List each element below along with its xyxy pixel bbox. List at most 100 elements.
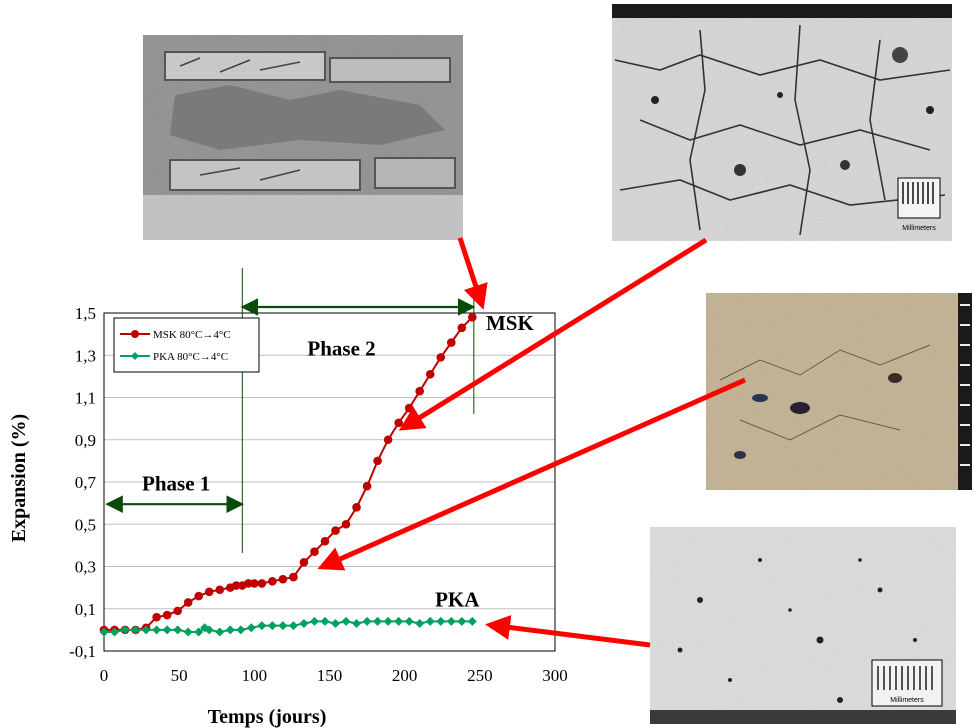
data-point bbox=[141, 625, 151, 635]
pointer-arrow bbox=[398, 237, 708, 431]
data-point bbox=[215, 627, 225, 637]
pointer-arrow bbox=[317, 377, 747, 571]
photo-msk-specimen bbox=[143, 35, 463, 240]
data-point bbox=[404, 616, 414, 626]
data-point bbox=[383, 616, 393, 626]
y-tick-label: 0,9 bbox=[75, 431, 96, 450]
data-point bbox=[373, 456, 382, 466]
data-point bbox=[215, 585, 225, 595]
data-point bbox=[173, 606, 182, 616]
data-point bbox=[278, 574, 288, 584]
pointer-arrow bbox=[457, 237, 488, 310]
data-point bbox=[257, 621, 267, 631]
data-point bbox=[331, 619, 341, 629]
data-point bbox=[299, 557, 309, 567]
data-point bbox=[436, 353, 446, 362]
data-point bbox=[99, 627, 109, 637]
data-point bbox=[289, 572, 298, 582]
data-point bbox=[309, 616, 319, 626]
data-point bbox=[394, 418, 403, 428]
annotations: Phase 1 Phase 2 MSK PKA bbox=[105, 298, 535, 612]
data-point bbox=[362, 481, 372, 491]
data-point bbox=[231, 581, 241, 590]
data-point bbox=[162, 625, 172, 635]
data-point bbox=[110, 627, 120, 637]
x-tick-label: 150 bbox=[317, 666, 343, 685]
data-point bbox=[415, 386, 425, 396]
y-tick-label: 1,3 bbox=[75, 346, 96, 365]
data-point bbox=[173, 625, 183, 635]
data-point bbox=[244, 579, 253, 588]
photo-pka-section: Millimeters bbox=[650, 527, 956, 724]
photo-msk-cracked-section: Millimeters bbox=[612, 4, 952, 241]
scale-text: Millimeters bbox=[890, 697, 924, 704]
data-point bbox=[225, 625, 235, 635]
x-tick-label: 300 bbox=[542, 666, 568, 685]
legend-label: MSK 80°C→4°C bbox=[153, 329, 231, 341]
y-tick-label: 0,7 bbox=[75, 473, 97, 492]
x-tick-label: 100 bbox=[242, 666, 268, 685]
data-point bbox=[457, 323, 467, 333]
legend-marker bbox=[131, 330, 139, 338]
data-point bbox=[425, 616, 435, 626]
scale-text: Millimeters bbox=[902, 225, 936, 232]
data-point bbox=[352, 503, 361, 512]
data-point bbox=[288, 621, 298, 631]
phase-1-label: Phase 1 bbox=[142, 471, 210, 495]
expansion-chart: 0 50 100 150 200 250 300 -0,1 0,1 0,3 0,5 0,7 0,9 1,… bbox=[8, 268, 568, 728]
legend: MSK 80°C→4°C PKA 80°C→4°C bbox=[113, 317, 260, 373]
msk-label: MSK bbox=[486, 311, 535, 335]
data-point bbox=[204, 587, 214, 597]
data-point bbox=[394, 616, 404, 626]
data-point bbox=[320, 616, 330, 626]
data-point bbox=[152, 625, 162, 635]
data-point bbox=[457, 616, 467, 626]
data-point bbox=[383, 435, 393, 445]
pka-label: PKA bbox=[435, 588, 480, 612]
data-point bbox=[415, 619, 425, 629]
x-tick-label: 50 bbox=[171, 666, 188, 685]
data-point bbox=[467, 616, 477, 626]
y-axis-label: Expansion (%) bbox=[8, 414, 30, 542]
data-point bbox=[446, 616, 456, 626]
data-point bbox=[131, 625, 141, 635]
data-point bbox=[236, 625, 246, 635]
data-point bbox=[425, 369, 435, 379]
x-axis-label: Temps (jours) bbox=[208, 706, 327, 728]
data-point bbox=[120, 625, 130, 635]
data-point bbox=[310, 547, 319, 557]
photo-msk-early-section bbox=[706, 293, 972, 490]
y-tick-label: 1,1 bbox=[75, 389, 96, 408]
data-point bbox=[183, 627, 193, 637]
data-point bbox=[341, 519, 351, 529]
data-point bbox=[250, 579, 259, 588]
y-tick-labels: -0,1 0,1 0,3 0,5 0,7 0,9 1,1 1,3 1,5 bbox=[69, 304, 96, 661]
pointer-arrows bbox=[317, 237, 747, 648]
data-point bbox=[320, 536, 330, 546]
data-point bbox=[436, 616, 446, 626]
data-point bbox=[373, 616, 383, 626]
y-tick-label: 0,3 bbox=[75, 558, 96, 577]
phase-2-label: Phase 2 bbox=[307, 336, 375, 360]
x-tick-label: 0 bbox=[100, 666, 109, 685]
data-point bbox=[162, 610, 172, 620]
data-point bbox=[194, 627, 204, 637]
data-point bbox=[331, 526, 340, 535]
data-point bbox=[183, 598, 193, 607]
series-pka bbox=[99, 616, 477, 637]
data-point bbox=[341, 616, 351, 626]
data-point bbox=[299, 619, 309, 629]
data-point bbox=[204, 625, 214, 635]
data-point bbox=[352, 619, 362, 629]
data-point bbox=[468, 312, 477, 322]
data-point bbox=[278, 621, 288, 631]
data-point bbox=[267, 621, 277, 631]
pointer-arrow bbox=[485, 615, 651, 648]
data-point bbox=[404, 403, 414, 413]
y-tick-label: -0,1 bbox=[69, 642, 96, 661]
x-tick-labels: 0 50 100 150 200 250 300 bbox=[100, 666, 568, 685]
y-tick-label: 0,1 bbox=[75, 600, 96, 619]
y-tick-label: 0,5 bbox=[75, 515, 96, 534]
legend-marker bbox=[131, 352, 139, 360]
